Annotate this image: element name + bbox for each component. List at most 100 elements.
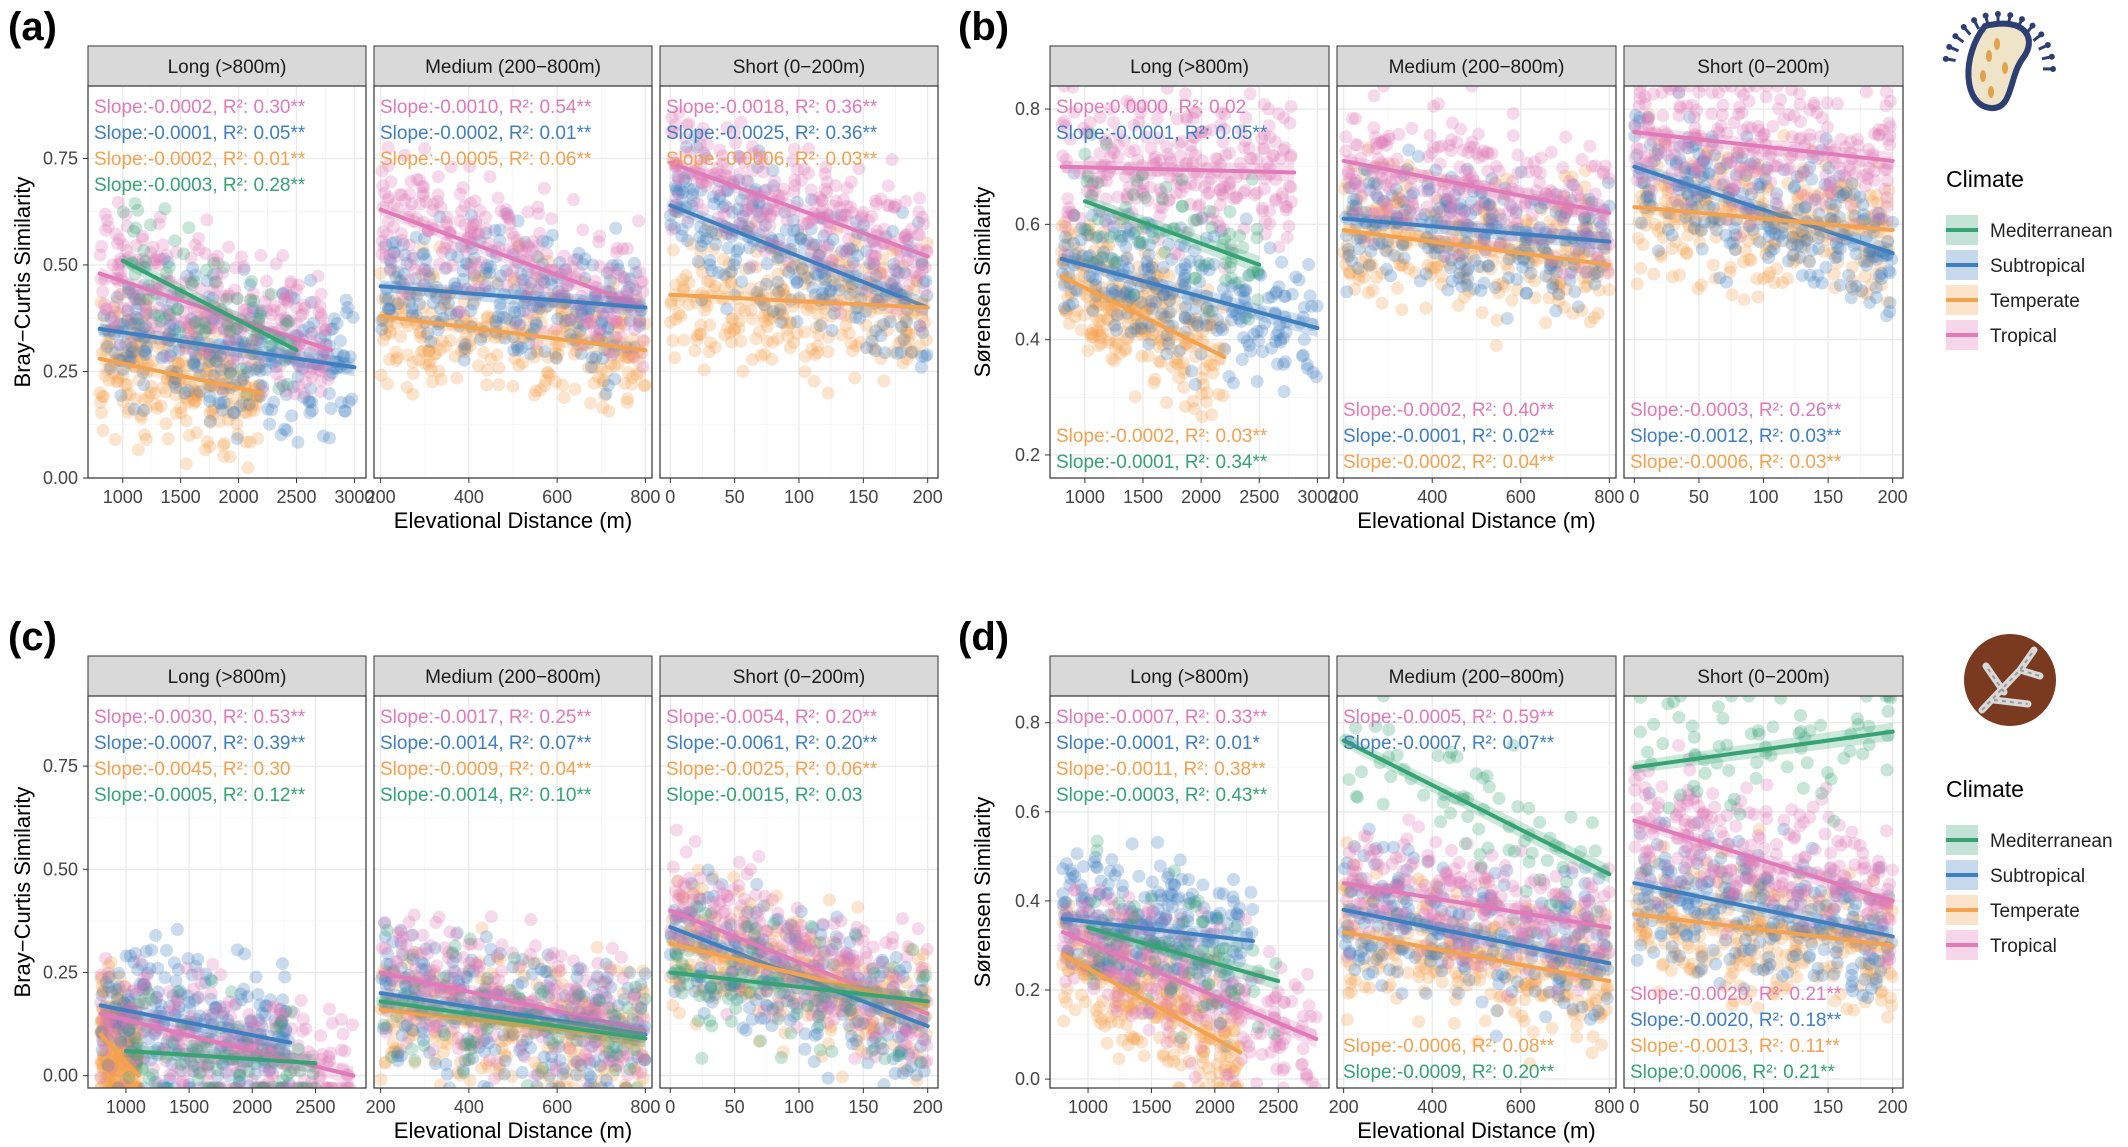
data-point xyxy=(577,318,591,332)
data-point xyxy=(846,344,860,358)
data-point xyxy=(1131,170,1145,184)
data-point xyxy=(214,397,228,411)
data-point xyxy=(785,261,799,275)
data-point xyxy=(242,398,256,412)
data-point xyxy=(897,333,911,347)
data-point xyxy=(202,290,216,304)
data-point xyxy=(398,248,412,262)
data-point xyxy=(1781,177,1795,191)
data-point xyxy=(1133,237,1147,251)
data-point xyxy=(1826,188,1840,202)
data-point xyxy=(391,265,405,279)
data-point xyxy=(215,266,229,280)
data-point xyxy=(1460,264,1474,278)
data-point xyxy=(281,295,295,309)
data-point xyxy=(1431,258,1445,272)
data-point xyxy=(557,391,571,405)
data-point xyxy=(876,318,890,332)
data-point xyxy=(490,348,504,362)
data-point xyxy=(1141,349,1155,363)
data-point xyxy=(1359,250,1373,264)
data-point xyxy=(1142,262,1156,276)
data-point xyxy=(1216,135,1230,149)
data-point xyxy=(200,274,214,288)
data-point xyxy=(625,377,639,391)
data-point xyxy=(1072,223,1086,237)
data-point xyxy=(1568,260,1582,274)
data-point xyxy=(537,282,551,296)
data-point xyxy=(163,314,177,328)
data-point xyxy=(1577,271,1591,285)
data-point xyxy=(508,283,522,297)
data-point xyxy=(608,315,622,329)
data-point xyxy=(94,239,108,253)
data-point xyxy=(176,276,190,290)
data-point xyxy=(179,414,193,428)
data-point xyxy=(1345,254,1359,268)
data-point xyxy=(1506,175,1520,189)
data-point xyxy=(819,160,833,174)
data-point xyxy=(1602,199,1616,213)
data-point xyxy=(1142,248,1156,262)
data-point xyxy=(1245,172,1259,186)
data-point xyxy=(1263,130,1277,144)
data-point xyxy=(384,175,398,189)
data-point xyxy=(1155,296,1169,310)
data-point xyxy=(1596,167,1610,181)
data-point xyxy=(699,232,713,246)
data-point xyxy=(1491,278,1505,292)
data-point xyxy=(664,294,678,308)
data-point xyxy=(1699,151,1713,165)
data-point xyxy=(1134,106,1148,120)
data-point xyxy=(260,304,274,318)
data-point xyxy=(1061,238,1075,252)
data-point xyxy=(1397,251,1411,265)
data-point xyxy=(1147,231,1161,245)
data-point xyxy=(1084,229,1098,243)
data-point xyxy=(516,356,530,370)
data-point xyxy=(1120,221,1134,235)
data-point xyxy=(237,369,251,383)
data-point xyxy=(1362,141,1376,155)
data-point xyxy=(1633,91,1647,105)
data-point xyxy=(468,194,482,208)
data-point xyxy=(1396,238,1410,252)
data-point xyxy=(769,287,783,301)
data-point xyxy=(111,371,125,385)
data-point xyxy=(1277,385,1291,399)
data-point xyxy=(721,201,735,215)
data-point xyxy=(438,296,452,310)
data-point xyxy=(794,228,808,242)
data-point xyxy=(555,310,569,324)
data-point xyxy=(1849,247,1863,261)
data-point xyxy=(1578,180,1592,194)
data-point xyxy=(717,207,731,221)
data-point xyxy=(1681,216,1695,230)
data-point xyxy=(627,350,641,364)
data-point xyxy=(804,222,818,236)
data-point xyxy=(1641,111,1655,125)
data-point xyxy=(888,281,902,295)
data-point xyxy=(491,277,505,291)
data-point xyxy=(749,260,763,274)
data-point xyxy=(1828,251,1842,265)
data-point xyxy=(1269,285,1283,299)
data-point xyxy=(671,169,685,183)
data-point xyxy=(892,254,906,268)
data-point xyxy=(1371,152,1385,166)
data-point xyxy=(1178,399,1192,413)
data-point xyxy=(743,261,757,275)
data-point xyxy=(1106,320,1120,334)
data-point xyxy=(1380,262,1394,276)
data-point xyxy=(1055,219,1069,233)
facet-strip xyxy=(1623,45,1904,87)
data-point xyxy=(1736,186,1750,200)
data-point xyxy=(1468,254,1482,268)
data-point xyxy=(1578,280,1592,294)
data-point xyxy=(529,318,543,332)
data-point xyxy=(96,285,110,299)
data-point xyxy=(1152,340,1166,354)
data-point xyxy=(1233,229,1247,243)
data-point xyxy=(918,315,932,329)
points-tropical xyxy=(1339,86,1616,281)
